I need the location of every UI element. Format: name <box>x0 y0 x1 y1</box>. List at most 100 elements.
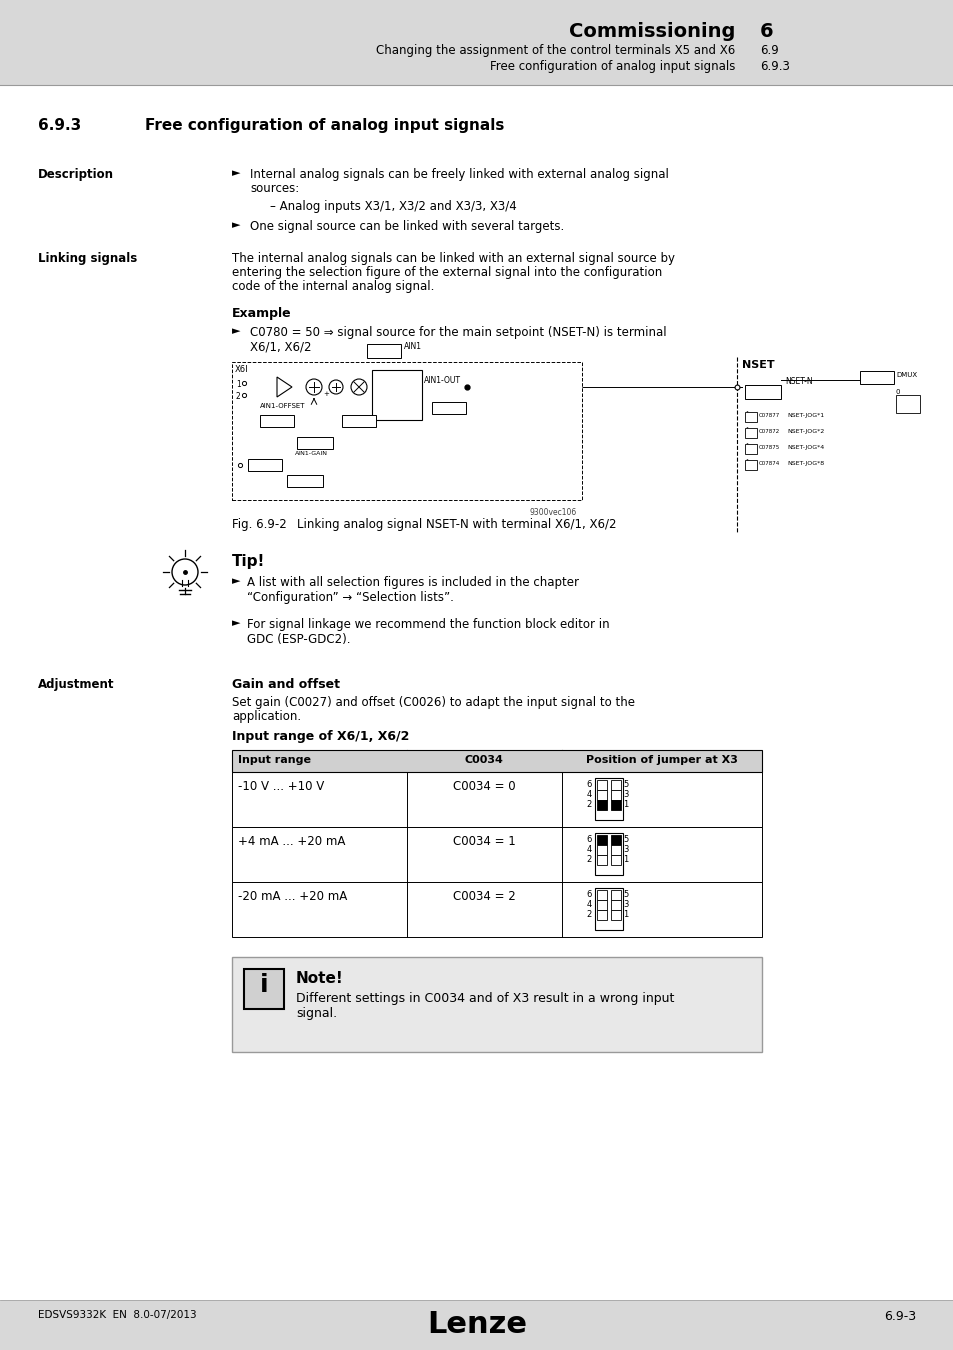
Text: 4: 4 <box>586 845 592 855</box>
Bar <box>597 790 606 801</box>
Text: 6: 6 <box>586 890 592 899</box>
Bar <box>597 836 606 845</box>
Text: 2: 2 <box>586 801 592 809</box>
Text: -20 mA ... +20 mA: -20 mA ... +20 mA <box>237 890 347 903</box>
Text: ►: ► <box>232 325 240 336</box>
Text: C0403: C0403 <box>254 460 274 464</box>
Text: 6.9-3: 6.9-3 <box>882 1310 915 1323</box>
Text: Free configuration of analog input signals: Free configuration of analog input signa… <box>145 117 504 134</box>
Text: Example: Example <box>232 306 292 320</box>
Text: 6: 6 <box>586 836 592 844</box>
Text: 6.9.3: 6.9.3 <box>38 117 81 134</box>
Text: Input range of X6/1, X6/2: Input range of X6/1, X6/2 <box>232 730 409 742</box>
Bar <box>260 414 294 427</box>
Bar <box>432 402 465 414</box>
Text: Commissioning: Commissioning <box>568 22 734 40</box>
Bar <box>0 0 953 85</box>
Bar <box>610 780 620 790</box>
Text: X6/1, X6/2: X6/1, X6/2 <box>250 340 312 352</box>
Bar <box>232 882 761 937</box>
Text: C0780 = 50 ⇒ signal source for the main setpoint (NSET-N) is terminal: C0780 = 50 ⇒ signal source for the main … <box>250 325 666 339</box>
Text: – Analog inputs X3/1, X3/2 and X3/3, X3/4: – Analog inputs X3/1, X3/2 and X3/3, X3/… <box>270 200 517 213</box>
Bar <box>610 855 620 865</box>
Text: C0034 = 0: C0034 = 0 <box>453 780 515 792</box>
Bar <box>597 900 606 910</box>
Bar <box>610 836 620 845</box>
Text: NSET-JOG*1: NSET-JOG*1 <box>786 413 823 418</box>
Text: ►: ► <box>232 576 240 586</box>
Text: C0046: C0046 <box>866 373 886 377</box>
Text: C0404/1: C0404/1 <box>301 437 328 443</box>
Bar <box>232 772 761 828</box>
Text: 1: 1 <box>744 427 748 432</box>
Text: -10 V ... +10 V: -10 V ... +10 V <box>237 780 324 792</box>
Text: X6I: X6I <box>234 364 249 374</box>
Text: 2: 2 <box>586 910 592 919</box>
Bar <box>287 475 323 487</box>
Text: C07877: C07877 <box>759 413 780 418</box>
Text: Fig. 6.9-2: Fig. 6.9-2 <box>232 518 287 531</box>
Text: i: i <box>259 973 268 998</box>
Bar <box>597 910 606 919</box>
Text: Changing the assignment of the control terminals X5 and X6: Changing the assignment of the control t… <box>375 45 734 57</box>
Bar <box>597 855 606 865</box>
Text: 1: 1 <box>235 379 240 389</box>
Text: code of the internal analog signal.: code of the internal analog signal. <box>232 279 434 293</box>
Text: GDC (ESP-GDC2).: GDC (ESP-GDC2). <box>247 633 350 647</box>
Text: 4: 4 <box>586 900 592 909</box>
Bar <box>372 370 421 420</box>
Text: 5: 5 <box>622 836 628 844</box>
Bar <box>744 412 757 423</box>
Bar <box>610 845 620 855</box>
Bar <box>597 780 606 790</box>
Text: Adjustment: Adjustment <box>38 678 114 691</box>
Text: AIN1-GAIN: AIN1-GAIN <box>294 451 328 456</box>
Text: NSET-N: NSET-N <box>784 377 812 386</box>
Text: entering the selection figure of the external signal into the configuration: entering the selection figure of the ext… <box>232 266 661 279</box>
Text: 1: 1 <box>744 443 748 448</box>
Text: Lenze: Lenze <box>427 1310 526 1339</box>
Bar <box>597 890 606 900</box>
Text: 9300vec106: 9300vec106 <box>529 508 577 517</box>
Text: NSET-JOG*4: NSET-JOG*4 <box>786 446 823 450</box>
Bar <box>895 396 919 413</box>
Text: C0034 = 1: C0034 = 1 <box>452 836 515 848</box>
Text: “Configuration” → “Selection lists”.: “Configuration” → “Selection lists”. <box>247 591 454 603</box>
Text: 1: 1 <box>622 910 628 919</box>
Text: 5: 5 <box>622 890 628 899</box>
Text: 2: 2 <box>586 855 592 864</box>
Bar <box>232 828 761 882</box>
Text: 3: 3 <box>622 900 628 909</box>
Text: DMUX: DMUX <box>895 373 916 378</box>
Text: 6.9.3: 6.9.3 <box>760 59 789 73</box>
Text: 0: 0 <box>895 389 900 396</box>
Text: Free configuration of analog input signals: Free configuration of analog input signa… <box>489 59 734 73</box>
Text: C0780: C0780 <box>751 386 774 391</box>
Text: Different settings in C0034 and of X3 result in a wrong input: Different settings in C0034 and of X3 re… <box>295 992 674 1004</box>
Bar <box>296 437 333 450</box>
Text: One signal source can be linked with several targets.: One signal source can be linked with sev… <box>250 220 563 234</box>
Text: Position of jumper at X3: Position of jumper at X3 <box>585 755 738 765</box>
Text: application.: application. <box>232 710 301 724</box>
Text: 6: 6 <box>760 22 773 40</box>
Text: signal.: signal. <box>295 1007 336 1021</box>
Bar <box>232 957 761 1052</box>
Text: C0402: C0402 <box>266 416 288 423</box>
Bar <box>610 801 620 810</box>
Text: ►: ► <box>232 618 240 628</box>
Text: Linking signals: Linking signals <box>38 252 137 265</box>
Text: 2: 2 <box>235 392 240 401</box>
Text: Gain and offset: Gain and offset <box>232 678 339 691</box>
Bar <box>859 371 893 383</box>
Text: 1: 1 <box>622 801 628 809</box>
Text: C07875: C07875 <box>759 446 780 450</box>
Bar <box>744 444 757 454</box>
Text: C07872: C07872 <box>759 429 780 433</box>
Text: C0034 = 2: C0034 = 2 <box>452 890 515 903</box>
Text: 3: 3 <box>622 790 628 799</box>
Text: C07874: C07874 <box>759 460 780 466</box>
Text: 6: 6 <box>586 780 592 788</box>
Text: 4: 4 <box>586 790 592 799</box>
Text: C0034: C0034 <box>373 346 395 351</box>
Text: The internal analog signals can be linked with an external signal source by: The internal analog signals can be linke… <box>232 252 675 265</box>
